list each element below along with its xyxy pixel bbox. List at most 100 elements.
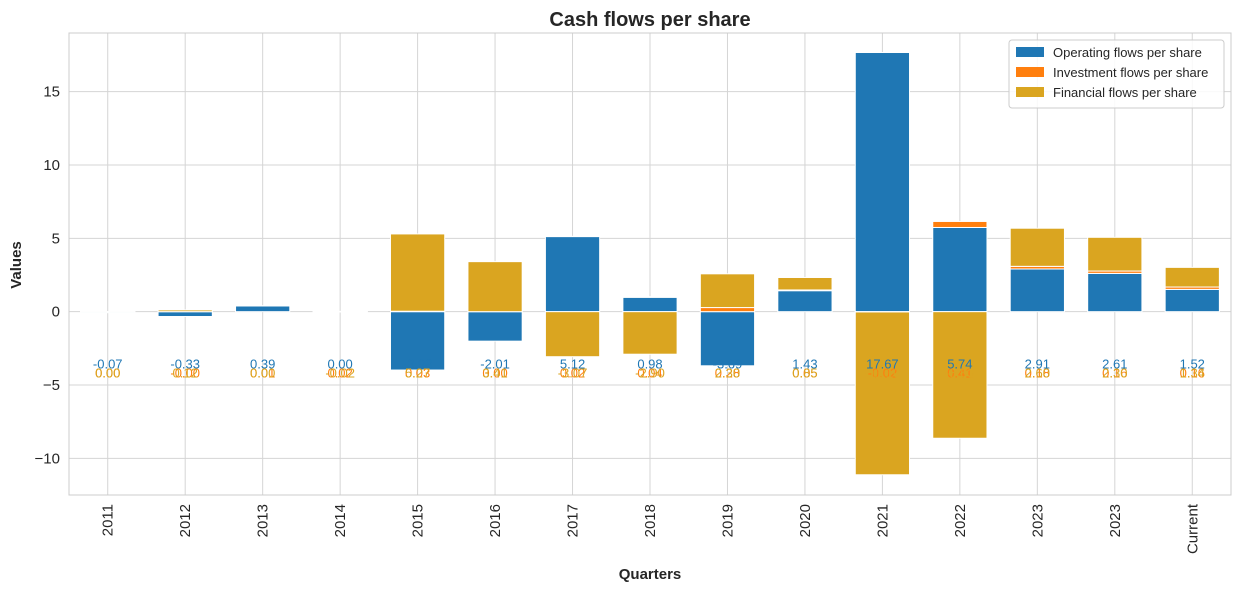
bar-value-label: -0.33 — [170, 357, 200, 372]
bar-value-label: -0.07 — [93, 357, 123, 372]
x-tick-label: Current — [1184, 503, 1201, 554]
bar-value-label: 2.30 — [1102, 366, 1127, 381]
bar-value-label: 0.41 — [947, 366, 972, 381]
bar-segment — [1164, 266, 1220, 288]
legend-swatch — [1016, 47, 1044, 57]
bar-value-label: -11.10 — [864, 366, 900, 381]
y-tick-label: −5 — [43, 377, 60, 394]
chart-title: Cash flows per share — [549, 9, 750, 31]
bar-value-label: -0.00 — [170, 366, 200, 381]
bar-value-label: 0.02 — [327, 366, 352, 381]
bar-value-label: 1.52 — [1180, 357, 1205, 372]
x-tick-label: 2017 — [565, 504, 582, 537]
bar-value-label: 0.04 — [637, 366, 662, 381]
x-tick-label: 2020 — [797, 504, 814, 537]
bar-value-label: 0.18 — [1025, 366, 1050, 381]
legend-box — [1008, 39, 1225, 109]
bar-segment — [1087, 236, 1143, 272]
bar-value-label: 2.30 — [715, 366, 740, 381]
legend-entry-label: Operating flows per share — [1053, 45, 1202, 60]
bar-segment — [235, 305, 291, 313]
y-axis-ticks: −10 −5 0 5 10 15 — [35, 84, 60, 468]
bar-value-label: -2.01 — [480, 357, 510, 372]
bar-value-label: 0.01 — [250, 366, 275, 381]
y-tick-label: 10 — [43, 157, 60, 174]
legend-swatch — [1016, 87, 1044, 97]
bar-segment — [932, 311, 988, 439]
data-labels: -0.07 -0.33 0.39 0.00 -3.98 -2.01 5.12 0.98 -3.6… — [93, 357, 1205, 381]
bar-value-label: 0.16 — [1180, 366, 1205, 381]
bar-value-label: 3.41 — [482, 366, 507, 381]
bar-value-label: 0.98 — [637, 357, 662, 372]
bar-segment — [932, 226, 988, 313]
x-tick-label: 2018 — [642, 504, 659, 537]
x-tick-label: 2019 — [719, 504, 736, 537]
bar-segment — [854, 311, 911, 476]
bar-segment — [544, 311, 601, 358]
bar-value-label: -2.90 — [635, 366, 665, 381]
plot-frame — [68, 32, 1232, 496]
y-tick-label: −10 — [35, 450, 60, 467]
bar-value-label: 0.85 — [792, 366, 817, 381]
bar-value-label: 0.02 — [560, 366, 585, 381]
bar-value-label: 0.28 — [715, 366, 740, 381]
bar-value-label: -0.02 — [325, 366, 355, 381]
bar-segment — [467, 311, 523, 342]
bar-value-label: 1.34 — [1180, 366, 1205, 381]
bar-segment — [699, 311, 756, 367]
bar-segment — [544, 236, 601, 313]
legend: Operating flows per share Investment flow… — [1008, 39, 1225, 109]
bar-value-label: -0.02 — [868, 366, 898, 381]
bar-value-label: -3.98 — [403, 357, 433, 372]
y-tick-label: 5 — [52, 230, 60, 247]
bar-value-label: -3.07 — [558, 366, 588, 381]
bar-value-label: 2.91 — [1025, 357, 1050, 372]
x-tick-label: 2014 — [332, 504, 349, 537]
bar-value-label: 0.16 — [1102, 366, 1127, 381]
bar-value-label: 5.74 — [947, 357, 972, 372]
bar-segment — [467, 261, 523, 313]
x-tick-label: 2022 — [952, 504, 969, 537]
bar-value-label: 0.03 — [405, 366, 430, 381]
bar-segment — [1009, 268, 1065, 313]
bar-value-label: 17.67 — [866, 357, 899, 372]
bar-value-label: 0.00 — [482, 366, 507, 381]
bar-value-label: -3.69 — [713, 357, 743, 372]
x-tick-label: 2023 — [1029, 504, 1046, 537]
bar-segment — [622, 311, 678, 355]
bar-segment — [699, 273, 756, 309]
x-tick-label: 2023 — [1107, 504, 1124, 537]
bar-value-label: 5.12 — [560, 357, 585, 372]
y-axis-label: Values — [8, 241, 25, 289]
bar-value-label: 2.61 — [1102, 357, 1127, 372]
legend-entry-label: Investment flows per share — [1053, 65, 1208, 80]
bar-value-label: 0.05 — [792, 366, 817, 381]
x-tick-label: 2015 — [410, 504, 427, 537]
x-tick-label: 2021 — [874, 504, 891, 537]
bar-value-label: 0.00 — [327, 357, 352, 372]
x-axis-ticks: 2011 2012 2013 2014 2015 2016 2017 2018 2019 2020… — [100, 503, 1202, 554]
bar-segment — [1164, 288, 1220, 313]
bar-segment — [932, 220, 988, 228]
bar-segment — [1009, 227, 1065, 267]
bar-segment — [389, 311, 446, 371]
bar-segment — [854, 52, 911, 313]
bar-value-label: 0.00 — [250, 366, 275, 381]
x-tick-label: 2012 — [177, 504, 194, 537]
bar-segment — [157, 311, 213, 318]
bar-value-label: 0.12 — [173, 366, 198, 381]
bar-segment — [622, 296, 678, 298]
bar-segment — [157, 309, 213, 313]
x-axis-label: Quarters — [619, 566, 682, 583]
bar-value-label: 0.00 — [95, 366, 120, 381]
bar-segment — [699, 307, 756, 313]
bar-value-label: 5.27 — [405, 366, 430, 381]
bar-segment — [389, 233, 446, 312]
bar-value-label: 1.43 — [792, 357, 817, 372]
bar-segment — [1087, 272, 1143, 313]
bar-segment — [777, 290, 833, 313]
bar-value-label: 2.60 — [1025, 366, 1050, 381]
bar-value-label: 0.39 — [250, 357, 275, 372]
